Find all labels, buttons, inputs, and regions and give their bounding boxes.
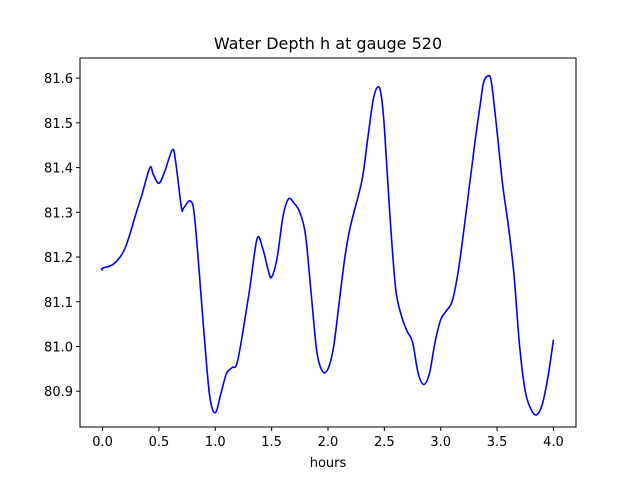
y-tick-label: 80.9 — [44, 385, 73, 400]
chart-title: Water Depth h at gauge 520 — [214, 34, 442, 53]
y-tick-label: 81.6 — [44, 72, 73, 87]
x-tick-label: 3.5 — [487, 435, 508, 450]
x-tick-label: 1.0 — [205, 435, 226, 450]
axes-frame — [79, 57, 577, 428]
y-tick-label: 81.0 — [44, 340, 73, 355]
x-tick-label: 3.0 — [430, 435, 451, 450]
y-tick-label: 81.5 — [44, 117, 73, 132]
x-tick-label: 2.0 — [318, 435, 339, 450]
y-tick-label: 81.2 — [44, 251, 73, 266]
x-axis-label: hours — [310, 456, 347, 471]
x-tick-label: 1.5 — [261, 435, 282, 450]
y-tick-label: 81.3 — [44, 206, 73, 221]
x-tick-label: 4.0 — [543, 435, 564, 450]
x-tick-label: 2.5 — [374, 435, 395, 450]
y-tick-label: 81.4 — [44, 162, 73, 177]
x-tick-label: 0.0 — [92, 435, 113, 450]
x-tick-label: 0.5 — [149, 435, 170, 450]
y-axis-ticks: 80.9 81.0 81.1 81.2 81.3 81.4 81.5 81.6 — [44, 72, 80, 400]
x-axis-ticks: 0.0 0.5 1.0 1.5 2.0 2.5 3.0 3.5 4.0 — [92, 427, 564, 450]
y-tick-label: 81.1 — [44, 296, 73, 311]
series-line-0 — [100, 74, 555, 416]
plot-area-frame — [79, 57, 577, 428]
plot-line-group — [100, 74, 555, 416]
